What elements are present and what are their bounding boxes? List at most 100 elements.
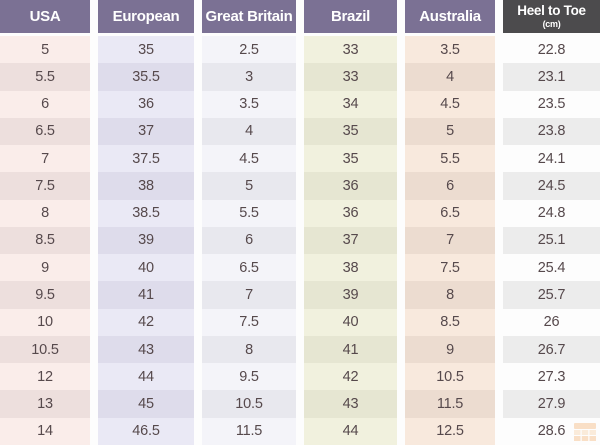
table-cell: 6.5 — [202, 254, 296, 282]
table-cell: 3.5 — [202, 90, 296, 118]
grid-logo-watermark-icon — [574, 423, 596, 441]
table-cell: 9.5 — [0, 281, 90, 309]
column-header-brazil: Brazil — [304, 0, 397, 33]
table-cell: 7.5 — [0, 172, 90, 200]
table-cell: 39 — [304, 281, 397, 309]
table-cell: 43 — [98, 335, 194, 364]
column-header-label: USA — [29, 8, 61, 25]
table-cell: 14 — [0, 417, 90, 445]
table-cell: 33 — [304, 63, 397, 91]
table-cell: 25.4 — [503, 254, 600, 282]
table-cell: 10.5 — [202, 390, 296, 418]
table-cell: 24.8 — [503, 199, 600, 227]
table-cell: 9 — [0, 254, 90, 282]
table-cell: 3 — [202, 63, 296, 91]
table-cell: 9 — [405, 335, 495, 364]
table-cell: 44 — [98, 363, 194, 391]
table-cell: 33 — [304, 36, 397, 64]
table-cell: 36 — [98, 90, 194, 118]
table-cell: 5.5 — [202, 199, 296, 227]
table-cell: 7.5 — [405, 254, 495, 282]
table-cell: 3.5 — [405, 36, 495, 64]
table-cell: 9.5 — [202, 363, 296, 391]
table-cell: 40 — [98, 254, 194, 282]
column-header-label: Great Britain — [205, 8, 293, 25]
table-cell: 43 — [304, 390, 397, 418]
table-cell: 27.3 — [503, 363, 600, 391]
table-cell: 2.5 — [202, 36, 296, 64]
table-cell: 41 — [98, 281, 194, 309]
table-cell: 5 — [202, 172, 296, 200]
table-cell: 35.5 — [98, 63, 194, 91]
table-cell: 8 — [405, 281, 495, 309]
table-cell: 7 — [202, 281, 296, 309]
table-cell: 27.9 — [503, 390, 600, 418]
table-cell: 36 — [304, 172, 397, 200]
table-cell: 4.5 — [405, 90, 495, 118]
table-cell: 7 — [0, 145, 90, 173]
table-cell: 7.5 — [202, 308, 296, 336]
table-cell: 41 — [304, 335, 397, 364]
table-cell: 37.5 — [98, 145, 194, 173]
table-cell: 13 — [0, 390, 90, 418]
column-header-heel-to-toe: Heel to Toe (cm) — [503, 0, 600, 33]
column-header-european: European — [98, 0, 194, 33]
column-header-unit-label: (cm) — [542, 18, 561, 29]
table-cell: 12.5 — [405, 417, 495, 445]
table-cell: 6 — [405, 172, 495, 200]
table-cell: 26 — [503, 308, 600, 336]
table-cell: 8 — [202, 335, 296, 364]
column-header-label: European — [112, 8, 180, 25]
table-cell: 42 — [304, 363, 397, 391]
table-cell: 8.5 — [405, 308, 495, 336]
table-cell: 37 — [304, 226, 397, 255]
table-cell: 4.5 — [202, 145, 296, 173]
table-cell: 34 — [304, 90, 397, 118]
table-cell: 6 — [0, 90, 90, 118]
table-cell: 6 — [202, 226, 296, 255]
table-cell: 40 — [304, 308, 397, 336]
column-header-usa: USA — [0, 0, 90, 33]
table-cell: 42 — [98, 308, 194, 336]
table-cell: 11.5 — [202, 417, 296, 445]
table-cell: 46.5 — [98, 417, 194, 445]
column-header-label: Brazil — [330, 8, 371, 25]
table-cell: 23.5 — [503, 90, 600, 118]
table-cell: 37 — [98, 117, 194, 146]
table-cell: 6.5 — [405, 199, 495, 227]
table-cell: 36 — [304, 199, 397, 227]
table-cell: 26.7 — [503, 335, 600, 364]
table-cell: 4 — [405, 63, 495, 91]
table-cell: 25.1 — [503, 226, 600, 255]
table-cell: 24.5 — [503, 172, 600, 200]
table-cell: 6.5 — [0, 117, 90, 146]
table-cell: 39 — [98, 226, 194, 255]
table-cell: 35 — [304, 145, 397, 173]
table-cell: 11.5 — [405, 390, 495, 418]
column-header-great-britain: Great Britain — [202, 0, 296, 33]
table-cell: 10.5 — [405, 363, 495, 391]
table-cell: 25.7 — [503, 281, 600, 309]
table-cell: 8 — [0, 199, 90, 227]
table-cell: 24.1 — [503, 145, 600, 173]
table-cell: 23.8 — [503, 117, 600, 146]
table-cell: 38 — [98, 172, 194, 200]
table-cell: 8.5 — [0, 226, 90, 255]
table-cell: 5.5 — [405, 145, 495, 173]
table-cell: 4 — [202, 117, 296, 146]
table-cell: 7 — [405, 226, 495, 255]
column-header-australia: Australia — [405, 0, 495, 33]
table-cell: 12 — [0, 363, 90, 391]
table-cell: 44 — [304, 417, 397, 445]
table-cell: 35 — [304, 117, 397, 146]
table-cell: 22.8 — [503, 36, 600, 64]
table-cell: 38 — [304, 254, 397, 282]
table-cell: 38.5 — [98, 199, 194, 227]
table-cell: 35 — [98, 36, 194, 64]
table-cell: 5 — [405, 117, 495, 146]
table-cell: 5 — [0, 36, 90, 64]
table-cell: 45 — [98, 390, 194, 418]
table-cell: 5.5 — [0, 63, 90, 91]
